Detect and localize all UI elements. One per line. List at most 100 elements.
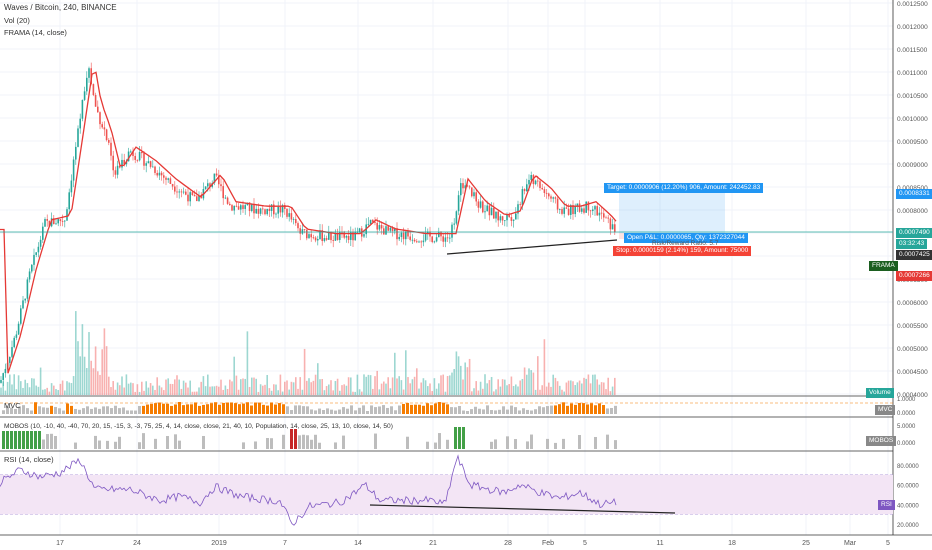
target-label[interactable]: Target: 0.0000906 (12.20%) 906, Amount: … <box>604 183 764 193</box>
mvc-bar <box>274 404 277 414</box>
mvc-bar <box>138 405 141 414</box>
volume-bar <box>321 378 323 395</box>
mvc-bar <box>10 407 13 414</box>
volume-bar <box>363 374 365 395</box>
candle-body <box>350 232 352 240</box>
mvc-bar <box>234 403 237 414</box>
volume-bar <box>347 377 350 395</box>
candle-body <box>596 206 598 216</box>
volume-indicator-label[interactable]: Vol (20) <box>4 16 30 25</box>
risk-reward-label: Risk/Reward Ratio: 5.7 <box>652 240 719 247</box>
candle-body <box>552 197 554 199</box>
volume-bar <box>605 389 607 395</box>
candle-body <box>68 192 70 210</box>
candle-body <box>156 172 158 176</box>
mobos-bar <box>434 442 437 449</box>
volume-bar <box>482 388 484 395</box>
time-tick-label: Mar <box>844 540 857 547</box>
volume-bar <box>433 378 436 395</box>
candle-body <box>394 228 396 232</box>
volume-bar <box>204 386 207 395</box>
volume-bar <box>308 378 310 395</box>
volume-bar <box>53 385 55 395</box>
mvc-bar <box>370 405 373 414</box>
mvc-bar <box>466 410 469 414</box>
volume-bar <box>174 379 176 395</box>
volume-bar <box>594 374 596 395</box>
volume-bar <box>334 381 337 395</box>
candle-body <box>193 195 196 197</box>
candle-body <box>108 140 110 143</box>
candle-body <box>220 184 222 187</box>
rsi-label[interactable]: RSI (14, close) <box>4 455 54 464</box>
candle-body <box>499 216 502 221</box>
frama-indicator-label[interactable]: FRAMA (14, close) <box>4 28 67 37</box>
volume-bar <box>532 372 535 395</box>
mobos-bar <box>594 436 597 449</box>
mvc-bar <box>478 408 481 414</box>
mvc-bar <box>366 410 369 414</box>
volume-bar <box>387 377 389 395</box>
price-tick-label: 0.0010000 <box>897 116 928 123</box>
volume-bar <box>473 388 475 395</box>
volume-bar <box>523 367 526 395</box>
candle-body <box>563 207 565 214</box>
candle-body <box>556 198 559 210</box>
volume-bar <box>442 374 444 395</box>
mvc-bar <box>434 403 437 414</box>
mobos-tag: MOBOS <box>866 436 897 446</box>
mobos-bar <box>106 440 109 449</box>
volume-bar <box>180 388 183 395</box>
candle-body <box>497 211 499 221</box>
volume-bar <box>37 386 40 395</box>
price-tick-label: 0.0008000 <box>897 208 928 215</box>
volume-bar <box>323 390 326 395</box>
mvc-label[interactable]: MVC <box>4 401 21 410</box>
volume-bar <box>288 389 290 395</box>
mobos-bar <box>454 427 457 449</box>
candle-body <box>462 183 464 189</box>
mvc-bar <box>362 405 365 414</box>
mobos-bar <box>614 440 617 449</box>
candle-body <box>482 201 484 213</box>
mvc-bar <box>330 409 333 414</box>
volume-bar <box>598 384 601 395</box>
volume-bar <box>550 386 552 395</box>
candle-body <box>79 118 81 129</box>
mobos-bar <box>578 435 581 449</box>
candle-body <box>532 175 535 185</box>
candle-body <box>154 166 156 173</box>
candle-body <box>545 192 548 194</box>
candle-body <box>347 235 350 240</box>
mvc-bar <box>486 405 489 414</box>
candle-body <box>42 226 44 240</box>
candle-body <box>534 180 537 185</box>
volume-bar <box>149 383 152 395</box>
mvc-bar <box>222 402 225 414</box>
volume-bar <box>361 391 363 395</box>
volume-bar <box>143 390 145 395</box>
mobos-label[interactable]: MOBOS (10, -10, 40, -40, 70, 20, 15, -15… <box>4 423 393 430</box>
volume-bar <box>339 390 341 395</box>
mvc-bar <box>450 407 453 414</box>
mobos-bar <box>494 439 497 449</box>
mvc-bar <box>150 403 153 414</box>
mvc-bar <box>346 408 349 414</box>
volume-bar <box>127 383 130 395</box>
volume-bar <box>607 377 609 395</box>
volume-bar <box>158 385 161 395</box>
mobos-bar <box>318 442 321 449</box>
mvc-bar <box>334 410 337 414</box>
mvc-bar <box>338 409 341 414</box>
volume-bar <box>15 389 18 395</box>
candle-body <box>512 219 515 221</box>
mobos-bar <box>546 438 549 449</box>
candle-body <box>418 241 420 243</box>
open-pl-label[interactable]: Open P&L: 0.0000065, Qty: 1372327044 <box>624 233 748 243</box>
volume-bar <box>596 379 598 395</box>
stop-label[interactable]: Stop: 0.0000159 (2.14%) 159, Amount: 750… <box>613 246 752 256</box>
volume-bar <box>583 377 585 395</box>
candle-body <box>400 232 403 237</box>
